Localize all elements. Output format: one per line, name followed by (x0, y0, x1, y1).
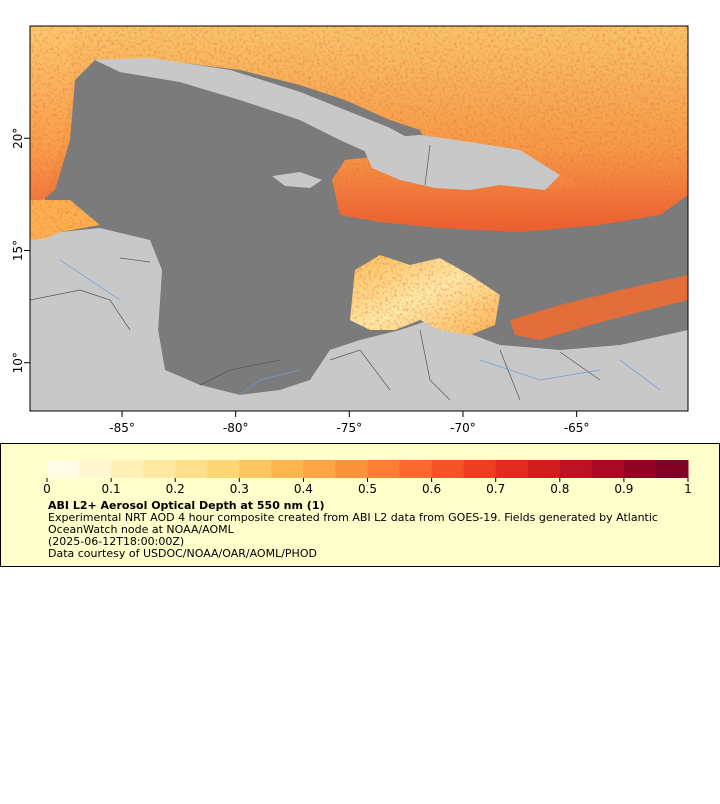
border (30, 144, 601, 401)
colorbar-tick-label: 0.5 (358, 482, 377, 496)
colorbar-tick-label: 0.2 (166, 482, 185, 496)
colorbar-swatch (175, 460, 208, 478)
colorbar-swatch (47, 460, 80, 478)
colorbar-swatch (303, 460, 336, 478)
land (360, 135, 560, 190)
colorbar: 0 0.1 0.2 0.3 0.4 0.5 0.6 0.7 0.8 0.9 1 (43, 460, 692, 496)
colorbar-swatch (655, 460, 689, 478)
colorbar-swatch (111, 460, 144, 478)
x-tick-label: -75° (337, 421, 363, 435)
colorbar-swatch (431, 460, 465, 478)
colorbar-swatch (623, 460, 657, 478)
y-tick-label: 20° (11, 128, 25, 149)
colorbar-swatch (79, 460, 112, 478)
colorbar-tick-label: 0.6 (422, 482, 441, 496)
colorbar-tick-label: 0 (43, 482, 51, 496)
colorbar-tick-label: 0.8 (550, 482, 569, 496)
colorbar-tick-label: 0.4 (294, 482, 313, 496)
legend-credit: Data courtesy of USDOC/NOAA/OAR/AOML/PHO… (48, 547, 317, 560)
land (30, 232, 688, 411)
land (272, 172, 322, 188)
x-tick-label: -85° (109, 421, 135, 435)
land (95, 58, 430, 162)
x-tick-label: -70° (450, 421, 476, 435)
colorbar-tick-label: 1 (684, 482, 692, 496)
colorbar-swatch (463, 460, 497, 478)
colorbar-swatch (335, 460, 368, 478)
legend-title: ABI L2+ Aerosol Optical Depth at 550 nm … (48, 499, 325, 512)
legend-text: ABI L2+ Aerosol Optical Depth at 550 nm … (48, 500, 688, 560)
river (59, 259, 661, 396)
x-tick-label: -65° (564, 421, 590, 435)
colorbar-swatch (559, 460, 593, 478)
colorbar-swatch (367, 460, 401, 478)
colorbar-swatch (495, 460, 529, 478)
colorbar-swatch (399, 460, 433, 478)
colorbar-swatch (271, 460, 304, 478)
y-tick-label: 15° (11, 240, 25, 261)
colorbar-swatch (239, 460, 272, 478)
map-frame (29, 25, 689, 412)
colorbar-swatch (207, 460, 240, 478)
colorbar-swatch (591, 460, 625, 478)
x-tick-label: -80° (223, 421, 249, 435)
y-tick-label: 10° (11, 352, 25, 373)
colorbar-tick-label: 0.1 (102, 482, 121, 496)
colorbar-swatch (527, 460, 561, 478)
colorbar-tick-label: 0.9 (614, 482, 633, 496)
legend-time: (2025-06-12T18:00:00Z) (48, 535, 185, 548)
legend-description: Experimental NRT AOD 4 hour composite cr… (48, 511, 658, 536)
colorbar-tick-label: 0.7 (486, 482, 505, 496)
colorbar-tick-label: 0.3 (230, 482, 249, 496)
map-area (30, 26, 688, 411)
colorbar-swatch (143, 460, 176, 478)
